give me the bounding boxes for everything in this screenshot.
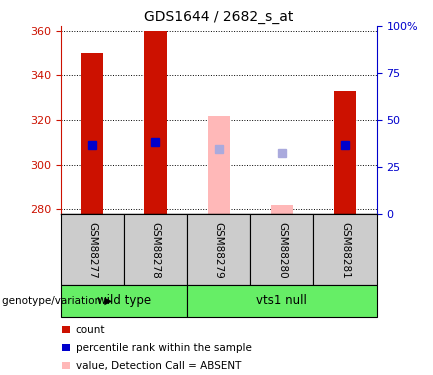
Bar	[81, 53, 103, 214]
Text: GSM88280: GSM88280	[277, 222, 287, 279]
Text: GSM88278: GSM88278	[150, 222, 161, 279]
Bar	[61, 285, 187, 317]
Title: GDS1644 / 2682_s_at: GDS1644 / 2682_s_at	[144, 10, 293, 24]
Bar	[250, 214, 313, 285]
Text: GSM88281: GSM88281	[340, 222, 350, 279]
Text: vts1 null: vts1 null	[256, 294, 307, 307]
Bar	[61, 214, 124, 285]
Text: genotype/variation ▶: genotype/variation ▶	[2, 296, 113, 306]
Text: GSM88277: GSM88277	[87, 222, 97, 279]
Bar	[187, 285, 377, 317]
Text: value, Detection Call = ABSENT: value, Detection Call = ABSENT	[76, 361, 241, 370]
Bar	[313, 214, 377, 285]
Bar	[62, 344, 71, 351]
Bar	[62, 326, 71, 333]
Bar	[62, 362, 71, 369]
Bar	[124, 214, 187, 285]
Bar	[187, 214, 250, 285]
Bar	[144, 31, 167, 214]
Bar	[207, 116, 230, 214]
Text: percentile rank within the sample: percentile rank within the sample	[76, 343, 252, 352]
Text: wild type: wild type	[97, 294, 151, 307]
Text: GSM88279: GSM88279	[213, 222, 224, 279]
Bar	[334, 91, 356, 214]
Bar	[271, 205, 293, 214]
Text: count: count	[76, 325, 105, 334]
